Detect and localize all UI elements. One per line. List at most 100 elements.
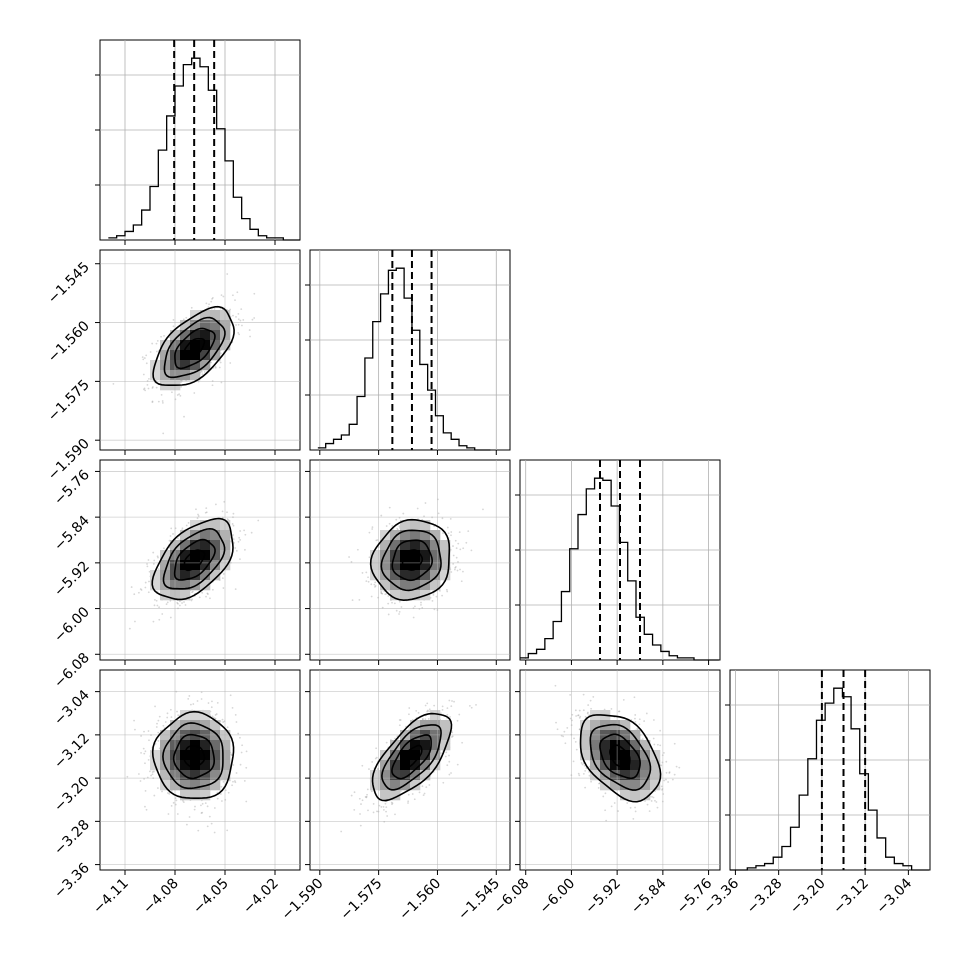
density-cell [190, 570, 201, 581]
scatter-point [143, 357, 146, 359]
density-cell [160, 560, 171, 571]
density-cell [380, 540, 391, 551]
scatter-point [424, 704, 427, 707]
scatter-point [182, 801, 185, 804]
density-cell [160, 350, 171, 361]
scatter-point [374, 584, 377, 587]
scatter-point [185, 524, 188, 527]
scatter-point [169, 535, 172, 537]
scatter-point [386, 815, 389, 817]
scatter-point [152, 551, 155, 554]
scatter-point [166, 716, 169, 719]
scatter-point [454, 566, 457, 569]
density-cell [380, 770, 391, 781]
density-cell [420, 750, 431, 761]
scatter-point [203, 371, 206, 373]
density-cell [180, 570, 191, 581]
scatter-point [194, 805, 196, 808]
density-content [520, 670, 720, 870]
scatter-point [243, 529, 245, 532]
scatter-point [144, 750, 147, 753]
scatter-point [442, 532, 444, 535]
density-cell [430, 560, 441, 571]
scatter-point [462, 547, 465, 550]
density-cell [190, 770, 201, 781]
density-cell [210, 570, 221, 581]
scatter-point [158, 715, 161, 718]
scatter-point [213, 716, 215, 719]
density-cell [410, 520, 421, 531]
density-cell [390, 790, 401, 801]
scatter-point [151, 773, 154, 776]
density-content [310, 670, 510, 870]
scatter-point [418, 791, 421, 794]
scatter-point [257, 519, 260, 522]
scatter-point [178, 393, 181, 396]
density-cell [410, 580, 421, 591]
scatter-point [455, 556, 458, 559]
scatter-point [200, 804, 202, 807]
scatter-point [237, 318, 240, 321]
scatter-point [370, 790, 373, 793]
scatter-point [191, 591, 193, 594]
scatter-point [153, 598, 156, 601]
density-cell [190, 740, 201, 751]
scatter-point [205, 302, 208, 305]
scatter-point [420, 601, 422, 604]
scatter-point [423, 792, 426, 795]
scatter-point [146, 384, 149, 386]
scatter-point [155, 599, 158, 602]
scatter-point [213, 307, 216, 310]
scatter-point [360, 803, 362, 805]
scatter-point [350, 561, 353, 563]
histogram-panel-0 [99, 39, 301, 241]
scatter-point [214, 503, 217, 506]
scatter-point [160, 393, 163, 396]
contour-level-1 [173, 538, 216, 581]
scatter-point [191, 590, 194, 593]
scatter-point [172, 318, 175, 321]
scatter-point [163, 547, 165, 550]
scatter-point [243, 780, 246, 782]
density-cell [400, 770, 411, 781]
scatter-point [235, 324, 237, 326]
scatter-point [475, 703, 477, 706]
density-cell [200, 310, 211, 321]
scatter-point [446, 590, 449, 593]
density-cell [150, 370, 161, 381]
density-cell [180, 550, 191, 561]
scatter-point [219, 307, 222, 310]
scatter-point [370, 583, 373, 586]
scatter-point [147, 591, 150, 594]
scatter-point [358, 797, 361, 800]
scatter-point [384, 593, 387, 596]
scatter-point [139, 780, 142, 782]
density-cell [200, 790, 211, 801]
scatter-point [210, 361, 213, 364]
scatter-point [157, 556, 159, 559]
scatter-point [168, 793, 171, 795]
scatter-point [384, 802, 387, 805]
scatter-point [170, 716, 173, 719]
scatter-point [440, 752, 443, 755]
scatter-point [441, 517, 444, 520]
scatter-point [391, 802, 394, 805]
scatter-point [236, 291, 239, 294]
scatter-point [153, 794, 156, 797]
scatter-point [140, 735, 142, 737]
scatter-point [232, 764, 235, 766]
density-cell [430, 580, 441, 591]
scatter-point [184, 604, 187, 606]
scatter-point [147, 559, 150, 561]
scatter-point [176, 710, 178, 713]
scatter-point [450, 571, 453, 573]
scatter-point [170, 804, 173, 807]
scatter-point [157, 719, 160, 722]
density-cell [210, 770, 221, 781]
contour-level-1 [391, 734, 432, 780]
scatter-point [394, 813, 396, 816]
density-cell [160, 740, 171, 751]
scatter-point [190, 599, 193, 602]
scatter-point [193, 392, 196, 394]
scatter-point [197, 515, 200, 517]
